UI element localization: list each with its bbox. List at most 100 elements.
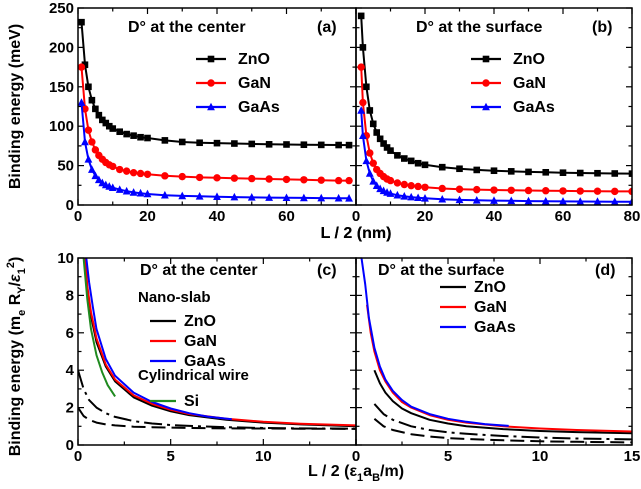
- plot-frame: [355, 7, 633, 206]
- x-tick-label: 10: [532, 448, 549, 465]
- data-point-zno: [542, 168, 550, 176]
- legend-label-gaas: GaAs: [184, 353, 226, 370]
- data-point-gaas: [455, 195, 464, 204]
- data-point-gan: [195, 173, 204, 182]
- x-tick-label: 0: [352, 208, 360, 225]
- data-point-zno: [421, 161, 429, 169]
- data-point-gaas: [247, 193, 256, 201]
- data-point-zno: [102, 119, 110, 127]
- data-point-zno: [248, 140, 256, 148]
- panel-label: (a): [317, 19, 337, 36]
- legend-marker-zno: [207, 55, 215, 63]
- series-line-zno: [360, 15, 632, 175]
- data-point-gan: [593, 187, 602, 195]
- y-axis-label: Binding energy (meV): [7, 24, 24, 189]
- data-point-gaas: [372, 181, 381, 189]
- data-point-zno: [594, 169, 601, 177]
- data-point-gan: [421, 183, 429, 191]
- data-point-zno: [335, 141, 342, 149]
- data-point-zno: [231, 140, 238, 147]
- legend-label-gan: GaN: [513, 75, 546, 92]
- data-point-zno: [81, 61, 89, 69]
- x-tick-label: 40: [209, 208, 226, 225]
- data-point-gan: [248, 174, 256, 183]
- series-line-gan: [84, 258, 356, 427]
- data-point-gaas: [160, 190, 169, 199]
- data-point-gaas: [230, 192, 239, 201]
- panel-title: D° at the surface: [416, 19, 543, 36]
- plot-area: [360, 258, 632, 444]
- y-tick-label: 2: [66, 400, 74, 417]
- x-tick-label: 0: [74, 448, 82, 465]
- data-point-gan: [490, 186, 498, 194]
- data-point-gaas: [559, 197, 567, 205]
- data-point-zno: [366, 107, 374, 114]
- x-tick-label: 0: [352, 448, 360, 465]
- data-point-gan: [400, 180, 408, 189]
- data-point-gaas: [393, 190, 402, 199]
- data-point-zno: [78, 18, 85, 26]
- data-point-gaas: [541, 196, 550, 205]
- panel-title: D° at the surface: [378, 262, 505, 279]
- data-point-gan: [230, 174, 239, 182]
- data-point-zno: [300, 141, 308, 149]
- legend: ZnO GaN GaAs: [471, 51, 555, 116]
- legend-label-gaas: GaAs: [474, 319, 516, 336]
- legend: ZnO GaN GaAs: [440, 279, 516, 336]
- plot-frame: [355, 257, 633, 446]
- data-point-gan: [91, 146, 100, 154]
- data-point-gan: [628, 187, 632, 196]
- legend-header: Nano-slab: [138, 289, 211, 306]
- y-tick-label: 250: [49, 0, 74, 17]
- data-point-gaas: [108, 183, 117, 191]
- legend-label-gan: GaN: [474, 299, 507, 316]
- data-point-gaas: [122, 186, 131, 195]
- data-point-gaas: [213, 192, 221, 201]
- data-point-gaas: [438, 194, 447, 203]
- y-tick-label: 100: [49, 118, 74, 135]
- data-point-gan: [507, 186, 515, 194]
- data-point-gan: [407, 181, 415, 190]
- data-point-gan: [334, 176, 343, 185]
- legend-marker-gan: [482, 79, 490, 87]
- x-axis-label: L / 2 (ε1aB/m): [308, 463, 404, 484]
- data-point-zno: [369, 120, 377, 128]
- data-point-gan: [359, 98, 367, 107]
- data-point-gaas: [576, 197, 585, 205]
- data-point-gan: [317, 176, 325, 184]
- data-point-zno: [123, 130, 130, 138]
- data-point-gan: [265, 175, 273, 183]
- series-line-si: [82, 258, 116, 397]
- data-point-gaas: [299, 193, 308, 202]
- data-point-zno: [92, 105, 99, 113]
- data-point-gaas: [490, 196, 498, 204]
- legend-header-wire: Cylindrical wire: [138, 367, 249, 384]
- panel-c: 0 5 10 0 2 4 6 8 10 D° at the center (c) Nano-slab Z…: [5, 250, 404, 484]
- data-point-zno: [456, 165, 463, 173]
- data-point-gaas: [282, 193, 291, 202]
- data-point-zno: [414, 159, 422, 167]
- y-tick-label: 200: [49, 39, 74, 56]
- data-point-gan: [116, 165, 124, 174]
- data-point-gaas: [472, 195, 481, 204]
- data-point-gaas: [365, 169, 374, 177]
- data-point-gaas: [593, 197, 602, 205]
- panel-d: 0 5 10 15 D° at the surface (d) ZnO GaN GaAs: [352, 257, 640, 465]
- data-point-gaas: [359, 131, 367, 139]
- data-point-zno: [130, 132, 137, 139]
- data-point-gaas: [610, 197, 619, 205]
- data-point-zno: [161, 137, 169, 144]
- data-point-gaas: [81, 137, 89, 146]
- legend-label-gaas: GaAs: [513, 99, 555, 116]
- data-point-gan: [88, 138, 96, 146]
- data-point-zno: [628, 170, 632, 177]
- data-point-zno: [137, 133, 144, 141]
- data-point-zno: [196, 139, 203, 147]
- data-point-zno: [401, 155, 408, 162]
- legend-label-zno: ZnO: [513, 51, 545, 68]
- series-line-zno: [373, 369, 632, 435]
- legend-label-zno: ZnO: [184, 313, 216, 330]
- data-point-zno: [387, 147, 394, 154]
- data-point-gan: [282, 175, 291, 184]
- data-point-gan: [122, 167, 131, 175]
